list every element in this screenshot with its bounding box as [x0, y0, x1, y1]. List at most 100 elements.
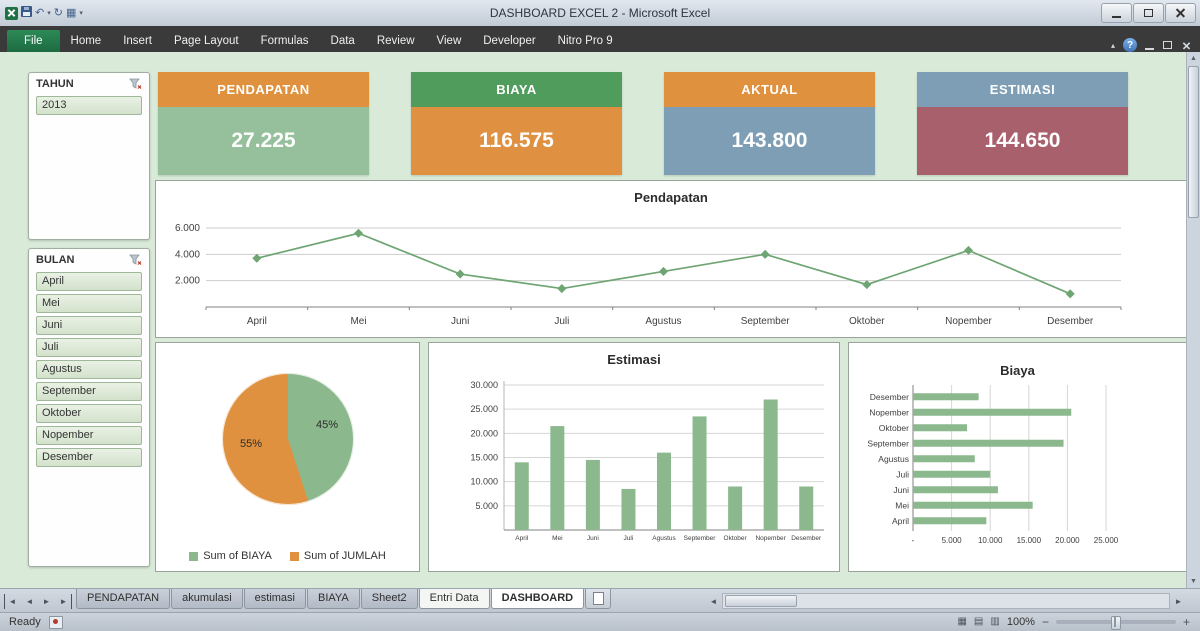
- sheet-tab-akumulasi[interactable]: akumulasi: [171, 589, 243, 609]
- horizontal-scroll-thumb[interactable]: [725, 595, 797, 607]
- zoom-in-button[interactable]: +: [1182, 615, 1190, 629]
- undo-button[interactable]: ↶: [35, 7, 45, 19]
- status-right-controls: ▦ ▤ ▥ 100% − +: [957, 615, 1200, 630]
- next-sheet-button[interactable]: ►: [42, 596, 51, 606]
- workbook-minimize-icon[interactable]: [1145, 47, 1154, 50]
- ribbon-tab-developer[interactable]: Developer: [483, 35, 536, 47]
- slicer-item-juli[interactable]: Juli: [36, 338, 142, 357]
- ribbon-tab-home[interactable]: Home: [70, 35, 102, 47]
- y-tick-label: 30.000: [470, 380, 498, 390]
- last-sheet-button[interactable]: ►: [56, 593, 72, 609]
- kpi-card-biaya: BIAYA 116.575: [411, 72, 622, 175]
- x-tick-label: September: [684, 535, 717, 542]
- x-tick-label: Nopember: [945, 316, 992, 327]
- chart-estimasi-bar[interactable]: Estimasi 5.000 10.000 15.000 20.000 25.000 30…: [428, 342, 840, 572]
- slicer-item-mei[interactable]: Mei: [36, 294, 142, 313]
- kpi-card-aktual: AKTUAL 143.800: [664, 72, 875, 175]
- slicer-item-desember[interactable]: Desember: [36, 448, 142, 467]
- save-button[interactable]: [21, 4, 32, 22]
- legend-swatch: [189, 551, 199, 561]
- sheet-tab-biaya[interactable]: BIAYA: [307, 589, 360, 609]
- vertical-scrollbar[interactable]: ▲ ▼: [1186, 52, 1200, 588]
- workbook-restore-icon[interactable]: [1163, 41, 1172, 49]
- ribbon-tab-formulas[interactable]: Formulas: [260, 35, 309, 47]
- slicer-item-september[interactable]: September: [36, 382, 142, 401]
- page-layout-view-button[interactable]: ▤: [973, 616, 984, 627]
- minimize-ribbon-icon[interactable]: ▴: [1110, 40, 1115, 50]
- bar: [514, 462, 529, 530]
- kpi-value: 143.800: [664, 107, 875, 175]
- sheet-tab-sheet2[interactable]: Sheet2: [360, 589, 418, 609]
- insert-worksheet-button[interactable]: [585, 589, 612, 609]
- previous-sheet-button[interactable]: ◄: [25, 596, 34, 606]
- workbook-close-icon[interactable]: [1182, 41, 1191, 50]
- macro-record-button[interactable]: [48, 615, 63, 629]
- line-marker: [658, 266, 669, 276]
- line-marker: [760, 249, 770, 259]
- scroll-left-icon[interactable]: ◄: [709, 596, 718, 606]
- ribbon-tab-page-layout[interactable]: Page Layout: [173, 35, 239, 47]
- line-marker: [455, 269, 465, 279]
- slicer-item-2013[interactable]: 2013: [36, 96, 142, 115]
- sheet-tab-pendapatan[interactable]: PENDAPATAN: [76, 589, 171, 609]
- slicer-item-agustus[interactable]: Agustus: [36, 360, 142, 379]
- horizontal-scroll-track[interactable]: [722, 593, 1170, 609]
- y-tick-label: 5.000: [475, 501, 498, 511]
- close-button[interactable]: [1165, 3, 1196, 23]
- zoom-out-button[interactable]: −: [1041, 615, 1049, 629]
- slicer-item-nopember[interactable]: Nopember: [36, 426, 142, 445]
- ribbon-tab-nitro-pro-9[interactable]: Nitro Pro 9: [557, 35, 613, 47]
- slicer-item-juni[interactable]: Juni: [36, 316, 142, 335]
- zoom-slider[interactable]: [1055, 616, 1176, 630]
- bar: [913, 424, 968, 432]
- redo-button[interactable]: ↻: [53, 7, 63, 19]
- chart-title: Estimasi: [607, 352, 661, 367]
- qat-customize-dropdown-icon[interactable]: ▾: [79, 10, 83, 17]
- undo-dropdown-icon[interactable]: ▾: [47, 10, 51, 17]
- slicer-item-oktober[interactable]: Oktober: [36, 404, 142, 423]
- page-break-view-button[interactable]: ▥: [990, 616, 1000, 627]
- slicer-item-april[interactable]: April: [36, 272, 142, 291]
- slicer-bulan-items: April Mei Juni Juli Agustus September Oktober N…: [29, 272, 149, 467]
- slicer-tahun: TAHUN 2013: [28, 72, 150, 240]
- slicer-bulan-title: BULAN: [36, 254, 75, 266]
- ribbon-tab-insert[interactable]: Insert: [123, 35, 152, 47]
- x-tick-label: Nopember: [755, 535, 786, 542]
- clear-filter-icon[interactable]: [129, 78, 142, 90]
- vertical-scroll-thumb[interactable]: [1188, 66, 1199, 218]
- sheet-tab-estimasi[interactable]: estimasi: [243, 589, 306, 609]
- bar: [621, 488, 636, 530]
- kpi-label: ESTIMASI: [917, 72, 1128, 107]
- slicer-bulan: BULAN April Mei Juni Juli Agustus September Ok…: [28, 248, 150, 567]
- chart-pie[interactable]: 45% 55% Sum of BIAYA Sum of JUMLAH: [155, 342, 420, 572]
- help-icon[interactable]: ?: [1123, 38, 1137, 52]
- minimize-button[interactable]: [1101, 3, 1132, 23]
- hbar-chart-plot: - 5.000 10.000 15.000 20.000 25.000 Desember No…: [867, 385, 1119, 545]
- bar: [763, 399, 778, 530]
- clear-filter-icon[interactable]: [129, 254, 142, 266]
- scroll-up-icon[interactable]: ▲: [1190, 55, 1197, 62]
- restore-button[interactable]: [1133, 3, 1164, 23]
- normal-view-button[interactable]: ▦: [957, 616, 967, 627]
- ribbon-tab-view[interactable]: View: [436, 35, 462, 47]
- quick-grid-button[interactable]: ▦: [65, 7, 77, 19]
- horizontal-scrollbar: ◄ ►: [706, 589, 1200, 613]
- sheet-tab-dashboard[interactable]: DASHBOARD: [490, 589, 585, 609]
- excel-app-icon: [5, 6, 18, 20]
- first-sheet-button[interactable]: ◄: [4, 593, 20, 609]
- zoom-level[interactable]: 100%: [1006, 616, 1035, 628]
- y-category-label: Desember: [870, 392, 909, 402]
- ribbon-tab-review[interactable]: Review: [376, 35, 415, 47]
- quick-access-toolbar: ↶ ▾ ↻ ▦ ▾: [0, 4, 83, 22]
- sheet-tab-entri-data[interactable]: Entri Data: [418, 589, 490, 609]
- y-category-label: Nopember: [869, 407, 909, 417]
- ribbon-tab-file[interactable]: File: [7, 30, 60, 52]
- scroll-down-icon[interactable]: ▼: [1190, 578, 1197, 585]
- zoom-slider-thumb[interactable]: [1110, 616, 1121, 630]
- pie-data-label: 55%: [240, 438, 263, 450]
- scroll-right-icon[interactable]: ►: [1174, 596, 1183, 606]
- chart-biaya-hbar[interactable]: Biaya - 5.000 10.000 15.000 20.000 25.000 Dese…: [848, 342, 1187, 572]
- chart-pendapatan-line[interactable]: Pendapatan 2.000 4.000 6.000 April Mei Juni Ju…: [155, 180, 1187, 338]
- ribbon-tab-data[interactable]: Data: [330, 35, 355, 47]
